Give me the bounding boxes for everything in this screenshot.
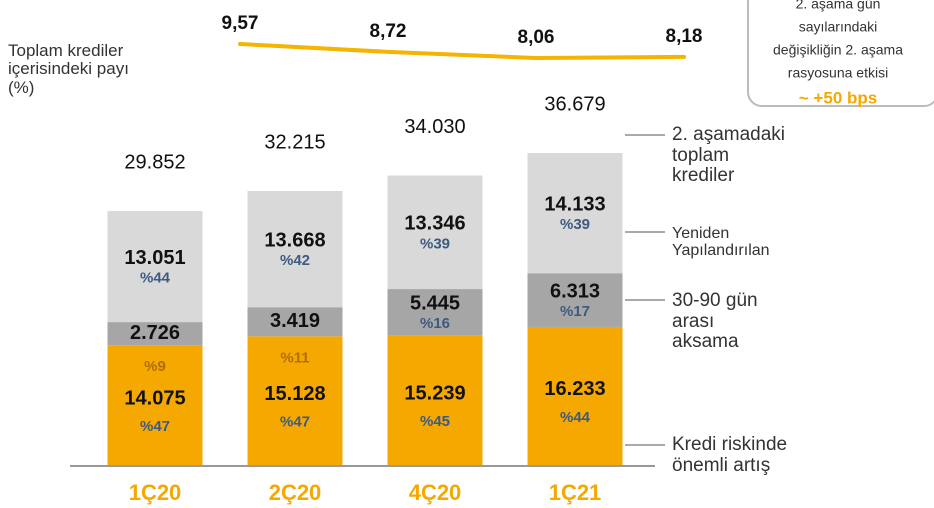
annotation-text: 2. aşama gün [796, 0, 881, 12]
bar-segment [107, 211, 203, 323]
value-label: 13.346 [404, 213, 465, 235]
share-label: %9 [144, 358, 166, 375]
line-value-label: 8,18 [666, 26, 703, 47]
value-label: 3.419 [270, 310, 320, 332]
share-label: %16 [420, 315, 450, 332]
value-label: 6.313 [550, 280, 600, 302]
value-label: 5.445 [410, 292, 460, 314]
line [238, 42, 686, 61]
x-tick-label: 1Ç20 [129, 480, 182, 505]
bar-segment [247, 336, 343, 465]
value-label: 2.726 [130, 322, 180, 344]
share-label: %39 [560, 216, 590, 233]
line-value-label: 8,06 [518, 27, 555, 48]
annotation-text: sayılarındaki [799, 19, 878, 35]
line-value-label: 9,57 [222, 13, 259, 34]
total-label: 32.215 [264, 131, 325, 153]
annotation-highlight: ~ +50 bps [799, 88, 877, 107]
share-label: %47 [140, 418, 170, 435]
share-label: %45 [420, 413, 450, 430]
value-label: 14.075 [124, 387, 185, 409]
bar-segment [247, 307, 343, 337]
line-value-label: 8,72 [370, 21, 407, 42]
value-label: 13.051 [124, 247, 185, 269]
share-label: %44 [560, 409, 591, 426]
line-label: Toplam krediler içerisindeki payı (%) [8, 41, 129, 97]
bar-segment [527, 326, 623, 465]
legend-entry: Kredi riskinde önemli artış [672, 434, 788, 476]
x-tick-label: 4Ç20 [409, 480, 462, 505]
bar-segment [387, 335, 483, 465]
share-label: %17 [560, 303, 590, 320]
bar-segment [107, 345, 203, 465]
value-label: 14.133 [544, 193, 605, 215]
value-label: 15.239 [404, 382, 465, 404]
bar-segment [387, 289, 483, 336]
value-label: 13.668 [264, 229, 325, 251]
x-tick-label: 1Ç21 [549, 480, 602, 505]
share-label: %47 [280, 414, 310, 431]
bar-segment [387, 175, 483, 290]
bar-segment [527, 273, 623, 327]
total-label: 36.679 [544, 93, 605, 115]
annotation-text: değişikliğin 2. aşama [773, 42, 903, 58]
legend-entry: 2. aşamadaki toplam krediler [672, 124, 786, 187]
annotation-text: rasyosuna etkisi [788, 65, 888, 81]
total-label: 34.030 [404, 116, 465, 138]
bar-segment [527, 153, 623, 274]
bar-segment [107, 322, 203, 346]
share-label: %11 [280, 349, 309, 366]
value-label: 15.128 [264, 383, 325, 405]
annotation-box [747, 0, 934, 107]
legend-entry: Yeniden Yapılandırılan [672, 225, 770, 260]
value-label: 16.233 [544, 378, 605, 400]
total-label: 29.852 [124, 151, 185, 173]
x-tick-label: 2Ç20 [269, 480, 322, 505]
share-label: %44 [140, 270, 171, 287]
share-label: %39 [420, 235, 450, 252]
bar-segment [247, 190, 343, 308]
legend-entry: 30-90 gün arası aksama [672, 290, 758, 353]
share-label: %42 [280, 252, 310, 269]
